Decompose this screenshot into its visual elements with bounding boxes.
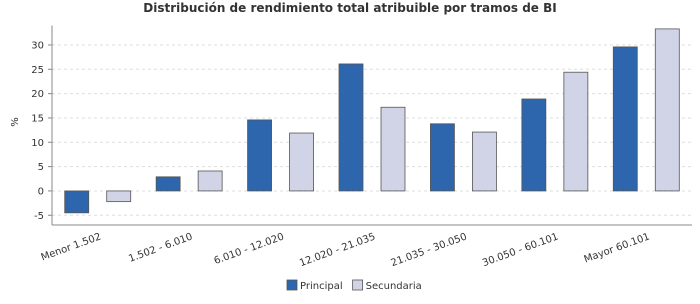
bar bbox=[521, 98, 547, 192]
x-tick-label: 12.020 - 21.035 bbox=[298, 231, 377, 269]
legend-label: Secundaria bbox=[366, 281, 422, 292]
x-tick-label: 21.035 - 30.050 bbox=[390, 231, 469, 269]
legend-swatch bbox=[352, 279, 364, 291]
y-tick-label: 15 bbox=[31, 113, 44, 124]
y-tick-label: 0 bbox=[38, 186, 44, 197]
y-tick-label: 20 bbox=[31, 89, 44, 100]
y-tick-label: 25 bbox=[31, 65, 44, 76]
bar bbox=[612, 46, 638, 192]
bar bbox=[430, 123, 455, 192]
bar bbox=[380, 106, 406, 192]
x-tick-label: 30.050 - 60.101 bbox=[481, 231, 560, 269]
x-tick-label: Menor 1.502 bbox=[40, 231, 103, 263]
bar bbox=[654, 28, 680, 192]
bar bbox=[563, 71, 589, 192]
bar bbox=[197, 170, 223, 192]
legend-label: Principal bbox=[300, 281, 343, 292]
bar bbox=[106, 190, 132, 203]
x-tick-label: Mayor 60.101 bbox=[583, 231, 652, 265]
bar bbox=[338, 63, 364, 192]
x-tick-label: 1.502 - 6.010 bbox=[127, 231, 194, 264]
y-tick-label: 10 bbox=[31, 138, 44, 149]
y-tick-label: 5 bbox=[38, 162, 44, 173]
y-tick-label: 30 bbox=[31, 40, 44, 51]
bar bbox=[155, 176, 181, 192]
x-tick-label: 6.010 - 12.020 bbox=[213, 231, 286, 267]
chart-title: Distribución de rendimiento total atribu… bbox=[143, 1, 556, 15]
bar bbox=[247, 119, 272, 192]
y-axis-label: % bbox=[10, 117, 21, 127]
bar bbox=[472, 131, 497, 192]
bar bbox=[64, 190, 90, 214]
bar bbox=[289, 132, 314, 192]
legend-swatch bbox=[286, 279, 298, 291]
y-tick-label: -5 bbox=[34, 211, 44, 222]
